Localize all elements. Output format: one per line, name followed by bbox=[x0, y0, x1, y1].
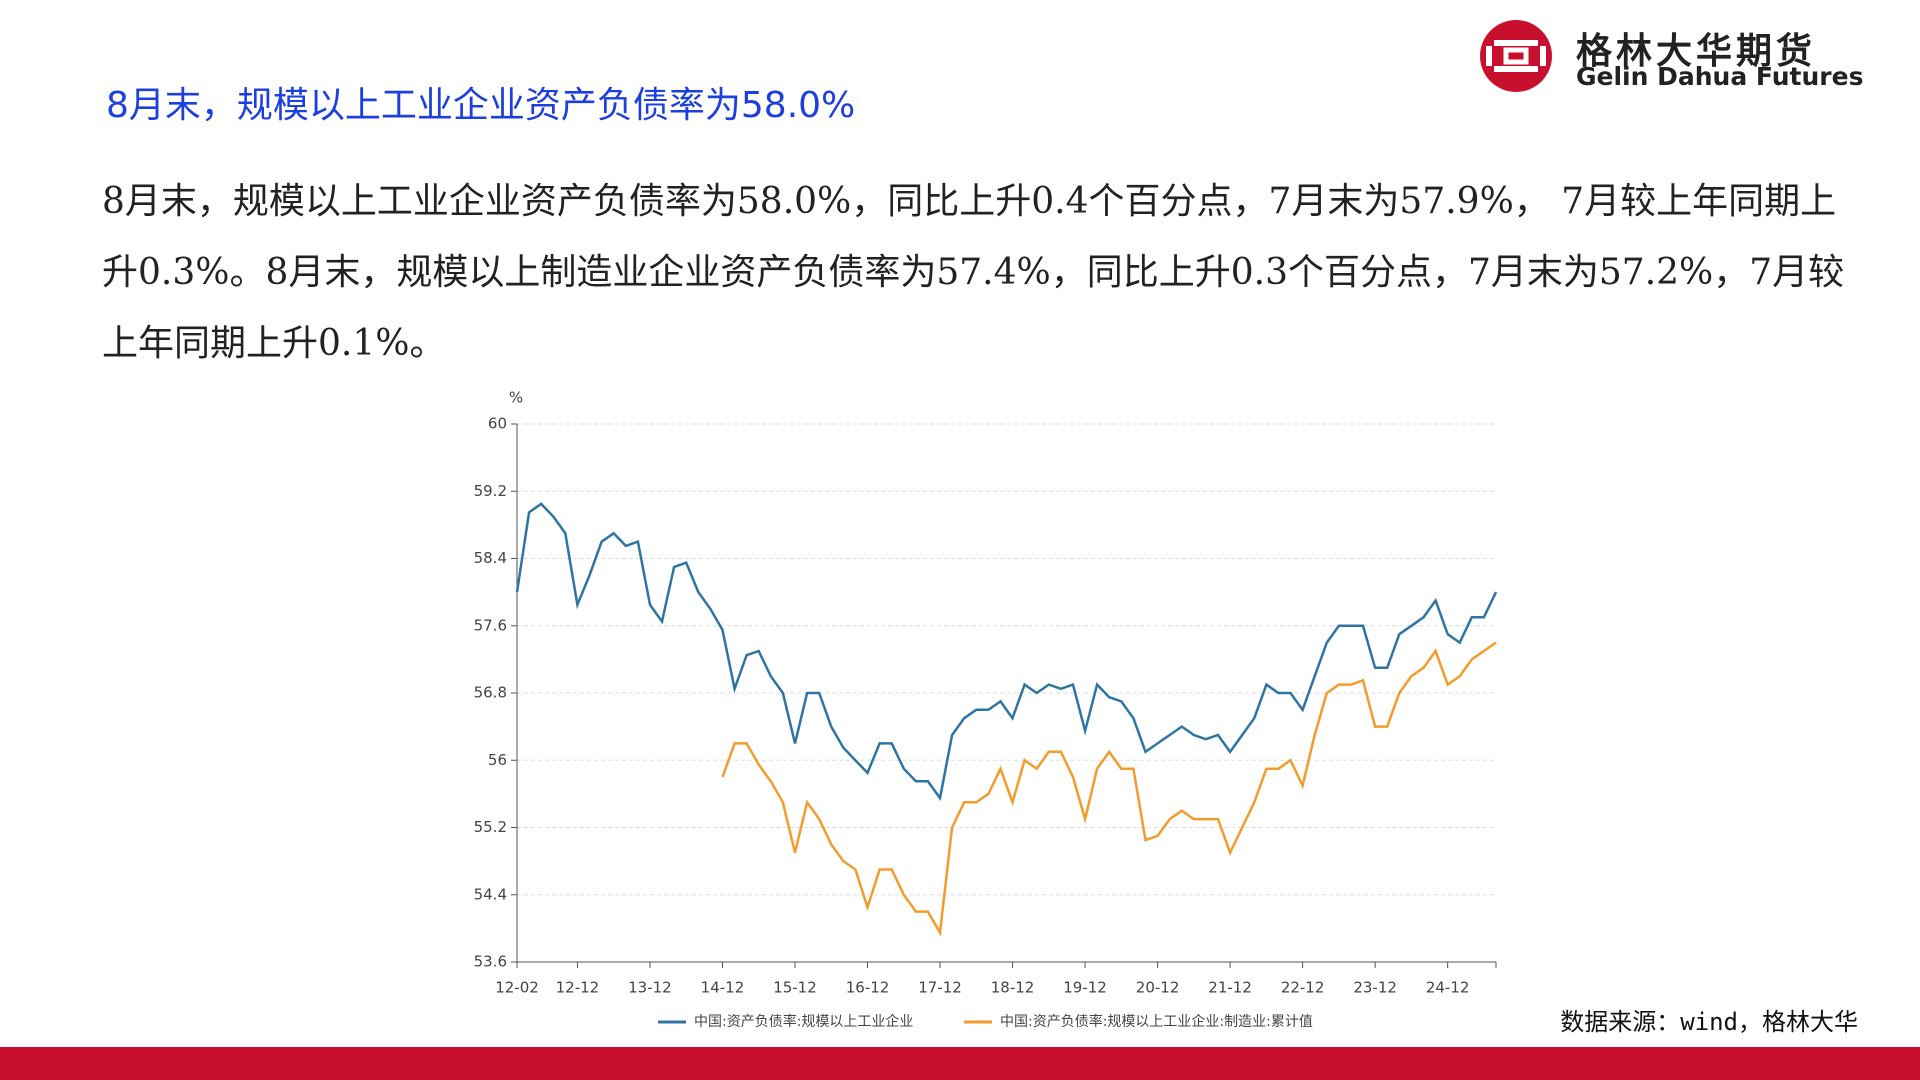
y-tick-label: 59.2 bbox=[474, 482, 507, 500]
y-tick-label: 56 bbox=[488, 751, 507, 769]
y-tick-label: 54.4 bbox=[474, 885, 507, 903]
slide-title: 8月末，规模以上工业企业资产负债率为58.0% bbox=[106, 85, 856, 126]
x-tick-label: 12-02 bbox=[495, 979, 539, 997]
footer-bar bbox=[0, 1047, 1920, 1080]
y-tick-label: 58.4 bbox=[474, 549, 507, 567]
x-tick-label: 21-12 bbox=[1208, 979, 1252, 997]
x-tick-label: 12-12 bbox=[556, 979, 600, 997]
chart: % 53.6 54.4 55.2 56 56.8 57.6 58.4 59.2 60 12-02 1… bbox=[474, 389, 1498, 1030]
y-tick-label: 53.6 bbox=[474, 953, 507, 971]
y-tick-label: 60 bbox=[488, 415, 507, 433]
x-tick-label: 17-12 bbox=[918, 979, 962, 997]
logo-name-en: Gelin Dahua Futures bbox=[1576, 62, 1864, 91]
x-tick-label: 24-12 bbox=[1426, 979, 1470, 997]
logo-icon bbox=[1480, 20, 1552, 92]
x-tick-label: 18-12 bbox=[991, 979, 1035, 997]
y-tick-label: 56.8 bbox=[474, 684, 507, 702]
logo-name-cn: 格林大华期货 bbox=[1576, 31, 1817, 72]
source: 数据来源：wind，格林大华 bbox=[1560, 1008, 1858, 1036]
y-axis-unit: % bbox=[509, 389, 523, 407]
x-tick-label: 13-12 bbox=[628, 979, 672, 997]
paragraph: 8月末，规模以上工业企业资产负债率为58.0%，同比上升0.4个百分点，7月末为… bbox=[102, 181, 1845, 364]
x-tick-label: 19-12 bbox=[1063, 979, 1107, 997]
legend-label: 中国:资产负债率:规模以上工业企业 bbox=[694, 1013, 913, 1030]
y-tick-label: 57.6 bbox=[474, 616, 507, 634]
x-tick-label: 23-12 bbox=[1353, 979, 1397, 997]
x-tick-label: 20-12 bbox=[1136, 979, 1180, 997]
y-tick-label: 55.2 bbox=[474, 818, 507, 836]
x-tick-label: 16-12 bbox=[846, 979, 890, 997]
legend-label: 中国:资产负债率:规模以上工业企业:制造业:累计值 bbox=[1000, 1013, 1313, 1030]
x-tick-label: 15-12 bbox=[773, 979, 817, 997]
series-line bbox=[721, 641, 1497, 937]
series-line bbox=[515, 502, 1498, 802]
x-tick-label: 22-12 bbox=[1281, 979, 1325, 997]
x-tick-label: 14-12 bbox=[701, 979, 745, 997]
